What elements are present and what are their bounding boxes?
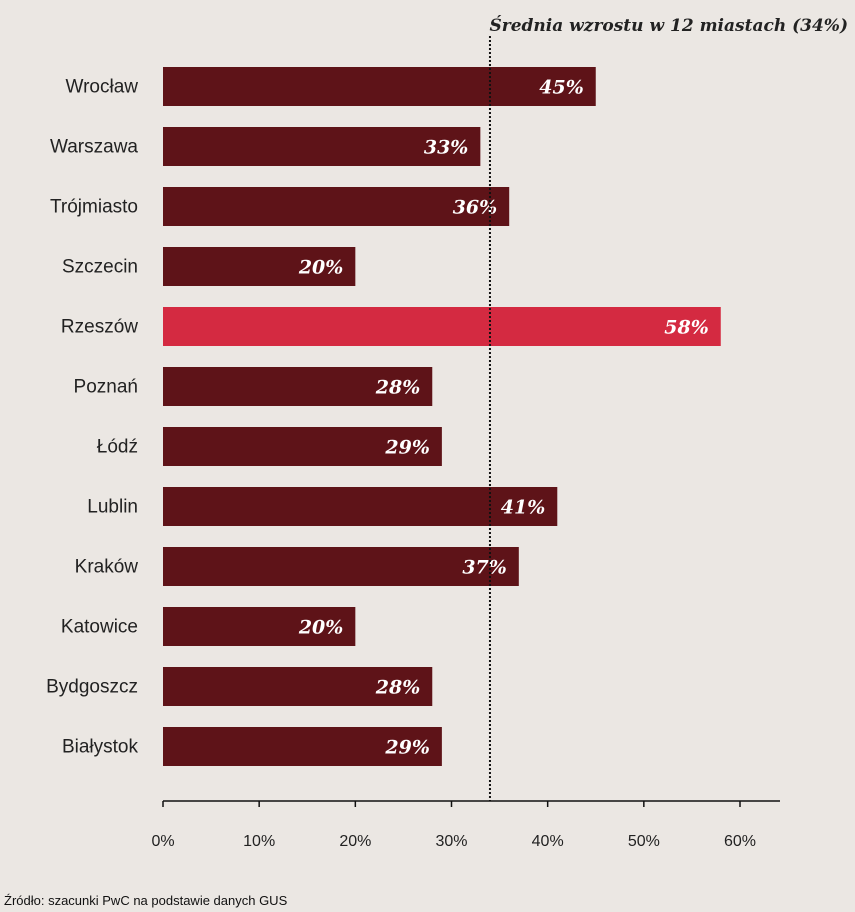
bar-lublin (163, 487, 558, 526)
bar-krakow (163, 547, 519, 586)
data-label: 20% (298, 617, 344, 639)
x-tick-label: 60% (724, 833, 756, 850)
category-label: Lublin (87, 497, 138, 518)
category-label: Rzeszów (61, 317, 138, 338)
data-label: 33% (424, 137, 469, 159)
data-label: 28% (375, 677, 421, 699)
bar-wroclaw (163, 67, 596, 106)
data-label: 29% (384, 437, 430, 459)
x-tick-label: 40% (532, 833, 564, 850)
category-label: Warszawa (50, 137, 138, 158)
x-tick-label: 0% (151, 833, 174, 850)
category-label: Łódź (97, 437, 138, 458)
average-reference-label: Średnia wzrostu w 12 miastach (34%) (489, 15, 848, 36)
bar-szczecin (163, 247, 356, 286)
category-label: Białystok (62, 737, 139, 758)
data-label: 20% (298, 257, 344, 279)
category-label: Trójmiasto (50, 197, 138, 218)
bar-warszawa (163, 127, 481, 166)
category-label: Katowice (61, 617, 138, 638)
category-label: Kraków (75, 557, 139, 578)
category-label: Wrocław (66, 77, 139, 98)
bar-lodz (163, 427, 442, 466)
data-label: 28% (375, 377, 421, 399)
category-label: Szczecin (62, 257, 138, 278)
x-tick-label: 50% (628, 833, 660, 850)
bar-katowice (163, 607, 356, 646)
bar-bydgoszcz (163, 667, 433, 706)
data-label: 29% (384, 737, 430, 759)
bar-trojmiasto (163, 187, 510, 226)
data-label: 41% (501, 497, 546, 519)
x-tick-label: 10% (243, 833, 275, 850)
bar-rzeszow (163, 307, 721, 346)
source-note: Źródło: szacunki PwC na podstawie danych… (4, 893, 288, 908)
category-label: Bydgoszcz (46, 677, 138, 698)
category-label: Poznań (74, 377, 138, 398)
data-label: 45% (539, 77, 584, 99)
bar-bialystok (163, 727, 442, 766)
data-label: 36% (453, 197, 498, 219)
bar-poznan (163, 367, 433, 406)
x-tick-label: 30% (435, 833, 467, 850)
data-label: 58% (664, 317, 709, 339)
x-tick-label: 20% (339, 833, 371, 850)
data-label: 37% (462, 557, 507, 579)
